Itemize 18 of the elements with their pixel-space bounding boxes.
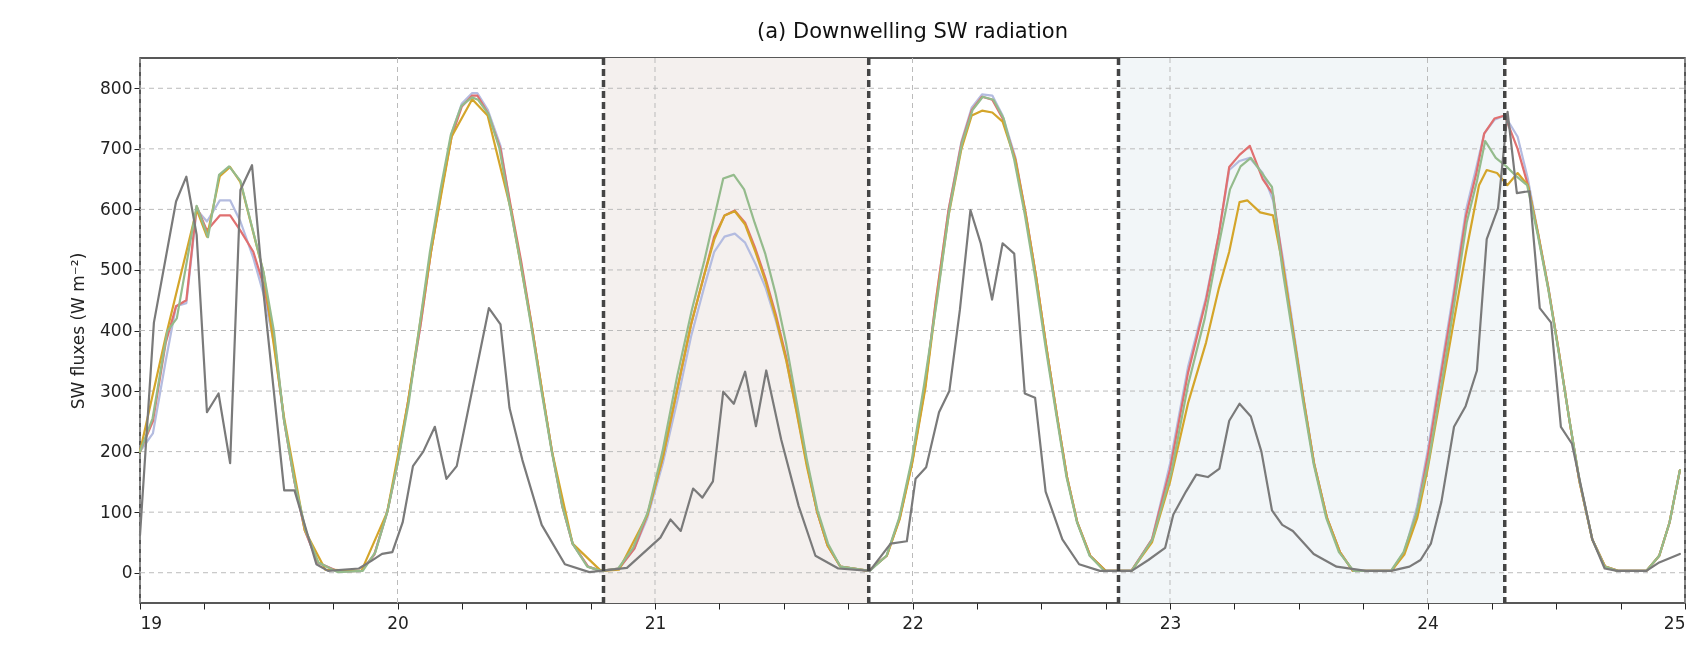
y-tick-label: 700: [100, 138, 133, 159]
y-tick-label: 200: [100, 441, 133, 462]
y-tick-label: 500: [100, 259, 133, 280]
y-tick-label: 800: [100, 77, 133, 98]
x-tick-label: 19: [140, 612, 163, 633]
y-axis-title: SW fluxes (W m⁻²): [68, 252, 89, 410]
x-tick-label: 23: [1159, 612, 1182, 633]
x-tick-label: 25: [1663, 612, 1686, 633]
x-tick-label: 22: [902, 612, 924, 633]
y-tick-label: 100: [100, 501, 133, 522]
y-tick-label: 300: [100, 380, 133, 401]
y-tick-label: 400: [100, 320, 133, 340]
y-tick-label: 600: [100, 198, 133, 219]
x-tick-label: 24: [1417, 612, 1439, 633]
x-tick-label: 21: [644, 612, 667, 633]
x-tick-label: 20: [387, 612, 409, 633]
y-tick-label: 0: [121, 562, 133, 583]
chart-title: (a) Downwelling SW radiation: [757, 19, 1068, 44]
